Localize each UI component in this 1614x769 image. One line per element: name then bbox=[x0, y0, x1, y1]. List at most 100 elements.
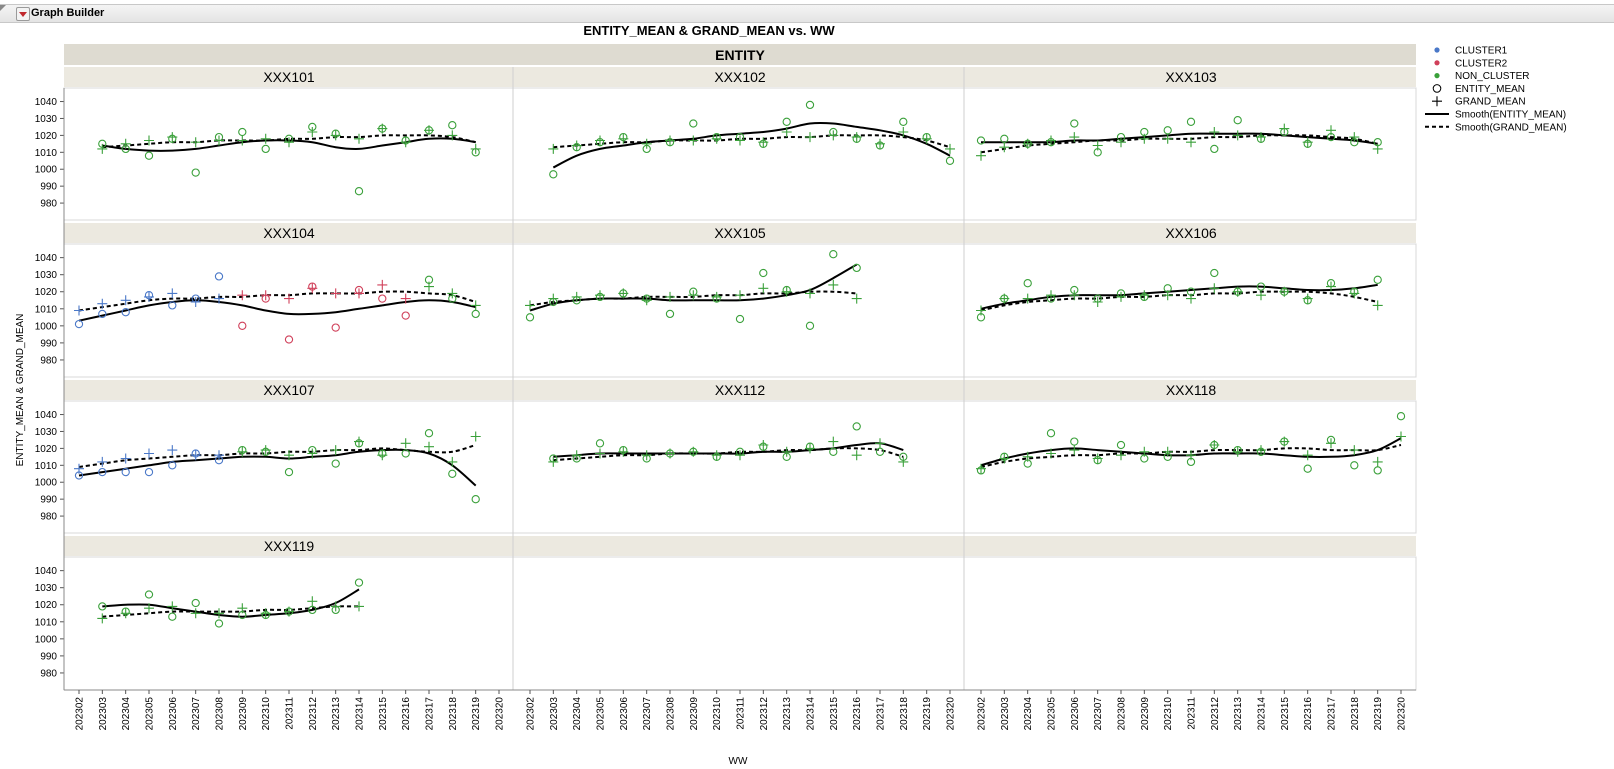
x-tick-label: 202303 bbox=[549, 697, 560, 731]
entity-mean-point bbox=[665, 309, 675, 319]
grand-mean-point bbox=[665, 448, 675, 459]
grand-mean-point bbox=[214, 608, 224, 619]
grand-mean-point bbox=[307, 448, 318, 459]
y-tick-label: 1030 bbox=[35, 583, 58, 594]
x-tick-label: 202305 bbox=[145, 697, 156, 731]
grand-mean-point bbox=[260, 133, 271, 144]
grand-mean-point bbox=[260, 608, 271, 619]
x-tick-label: 202303 bbox=[1000, 697, 1011, 731]
grand-mean-point bbox=[688, 135, 699, 146]
grand-mean-point bbox=[1046, 448, 1056, 459]
grand-mean-point bbox=[828, 436, 839, 447]
grand-mean-point bbox=[805, 132, 815, 143]
x-tick-label: 202306 bbox=[619, 697, 630, 731]
entity-mean-point bbox=[144, 467, 154, 477]
x-tick-label: 202307 bbox=[642, 697, 653, 731]
grand-mean-point bbox=[74, 305, 84, 316]
grand-mean-point bbox=[1186, 137, 1196, 148]
grand-mean-point bbox=[1069, 132, 1080, 143]
grand-mean-point bbox=[284, 137, 294, 148]
grand-mean-point bbox=[1279, 123, 1290, 134]
entity-mean-point bbox=[549, 170, 558, 179]
entity-mean-point bbox=[976, 136, 986, 145]
grand-mean-point bbox=[1209, 440, 1220, 450]
grand-mean-point bbox=[237, 446, 248, 457]
legend-label: CLUSTER1 bbox=[1455, 46, 1508, 57]
x-tick-label: 202310 bbox=[712, 697, 723, 731]
grand-mean-point bbox=[190, 608, 201, 619]
smooth-grand-mean-line bbox=[980, 134, 1378, 154]
grand-mean-point bbox=[595, 448, 605, 459]
panel-title-xxx118: XXX118 bbox=[1166, 382, 1217, 398]
grand-mean-point bbox=[1116, 137, 1126, 148]
grand-mean-point bbox=[120, 453, 131, 464]
grand-mean-point bbox=[1069, 290, 1080, 301]
entity-mean-point bbox=[168, 612, 177, 621]
y-tick-label: 1020 bbox=[35, 131, 58, 142]
x-tick-label: 202308 bbox=[215, 697, 226, 731]
x-tick-label: 202303 bbox=[98, 697, 109, 731]
grand-mean-point bbox=[999, 142, 1010, 153]
entity-mean-point bbox=[424, 429, 434, 438]
entity-mean-point bbox=[121, 467, 130, 477]
entity-mean-point bbox=[1046, 429, 1056, 438]
entity-mean-point bbox=[525, 313, 535, 322]
y-tick-label: 980 bbox=[40, 512, 57, 523]
grand-mean-point bbox=[167, 132, 178, 143]
x-tick-label: 202315 bbox=[829, 697, 840, 731]
x-tick-label: 202306 bbox=[1070, 697, 1081, 731]
y-tick-label: 1020 bbox=[35, 444, 58, 455]
entity-mean-point bbox=[829, 447, 838, 456]
entity-mean-point bbox=[168, 301, 177, 310]
x-tick-label: 202312 bbox=[308, 697, 319, 731]
x-tick-label: 202307 bbox=[1093, 697, 1104, 731]
grand-mean-point bbox=[330, 445, 341, 456]
legend-swatch-grand-mean bbox=[1432, 96, 1442, 107]
grand-mean-point bbox=[144, 603, 154, 614]
grand-mean-point bbox=[1209, 283, 1220, 294]
outline-corner-icon[interactable] bbox=[0, 5, 6, 11]
grand-mean-point bbox=[1279, 436, 1290, 447]
y-tick-label: 980 bbox=[40, 355, 57, 366]
panel-xxx119 bbox=[97, 578, 364, 628]
row-header-bar bbox=[64, 223, 1416, 243]
red-triangle-menu-icon[interactable] bbox=[16, 7, 30, 21]
grand-mean-point bbox=[1139, 446, 1150, 457]
y-tick-label: 1040 bbox=[35, 253, 58, 264]
entity-mean-point bbox=[899, 117, 908, 126]
grand-mean-point bbox=[1326, 281, 1336, 292]
x-tick-label: 202311 bbox=[736, 697, 747, 730]
legend-swatch-cluster1 bbox=[1434, 47, 1440, 53]
x-tick-label: 202309 bbox=[689, 697, 700, 731]
panel-xxx106 bbox=[976, 268, 1383, 322]
entity-mean-point bbox=[401, 311, 410, 320]
grand-mean-point bbox=[1022, 293, 1033, 304]
grand-mean-point bbox=[1349, 288, 1360, 299]
panel-title-xxx112: XXX112 bbox=[715, 382, 766, 398]
entity-mean-point bbox=[284, 335, 294, 344]
grand-mean-point bbox=[424, 281, 434, 292]
grand-mean-point bbox=[1326, 438, 1336, 449]
grand-mean-point bbox=[1326, 125, 1336, 136]
grand-mean-point bbox=[851, 450, 862, 461]
grand-mean-point bbox=[1162, 446, 1173, 457]
grand-mean-point bbox=[641, 450, 652, 461]
grand-mean-point bbox=[1162, 290, 1173, 301]
grand-mean-point bbox=[898, 456, 909, 467]
grand-mean-point bbox=[97, 456, 108, 467]
panel-title-xxx105: XXX105 bbox=[714, 225, 766, 241]
grand-mean-point bbox=[735, 450, 745, 461]
grand-mean-point bbox=[1302, 293, 1313, 304]
smooth-grand-mean-line bbox=[102, 134, 476, 149]
grand-mean-point bbox=[120, 138, 131, 149]
panel-title-xxx102: XXX102 bbox=[714, 69, 766, 85]
entity-mean-point bbox=[852, 263, 861, 273]
entity-mean-point bbox=[98, 602, 107, 611]
smooth-entity-mean-line bbox=[552, 122, 951, 169]
y-tick-label: 1000 bbox=[35, 478, 58, 489]
grand-mean-point bbox=[618, 133, 629, 144]
grand-mean-point bbox=[711, 450, 722, 461]
grand-mean-point bbox=[330, 288, 341, 299]
grand-mean-point bbox=[711, 133, 722, 144]
y-axis-label: ENTITY_MEAN & GRAND_MEAN bbox=[15, 314, 26, 467]
